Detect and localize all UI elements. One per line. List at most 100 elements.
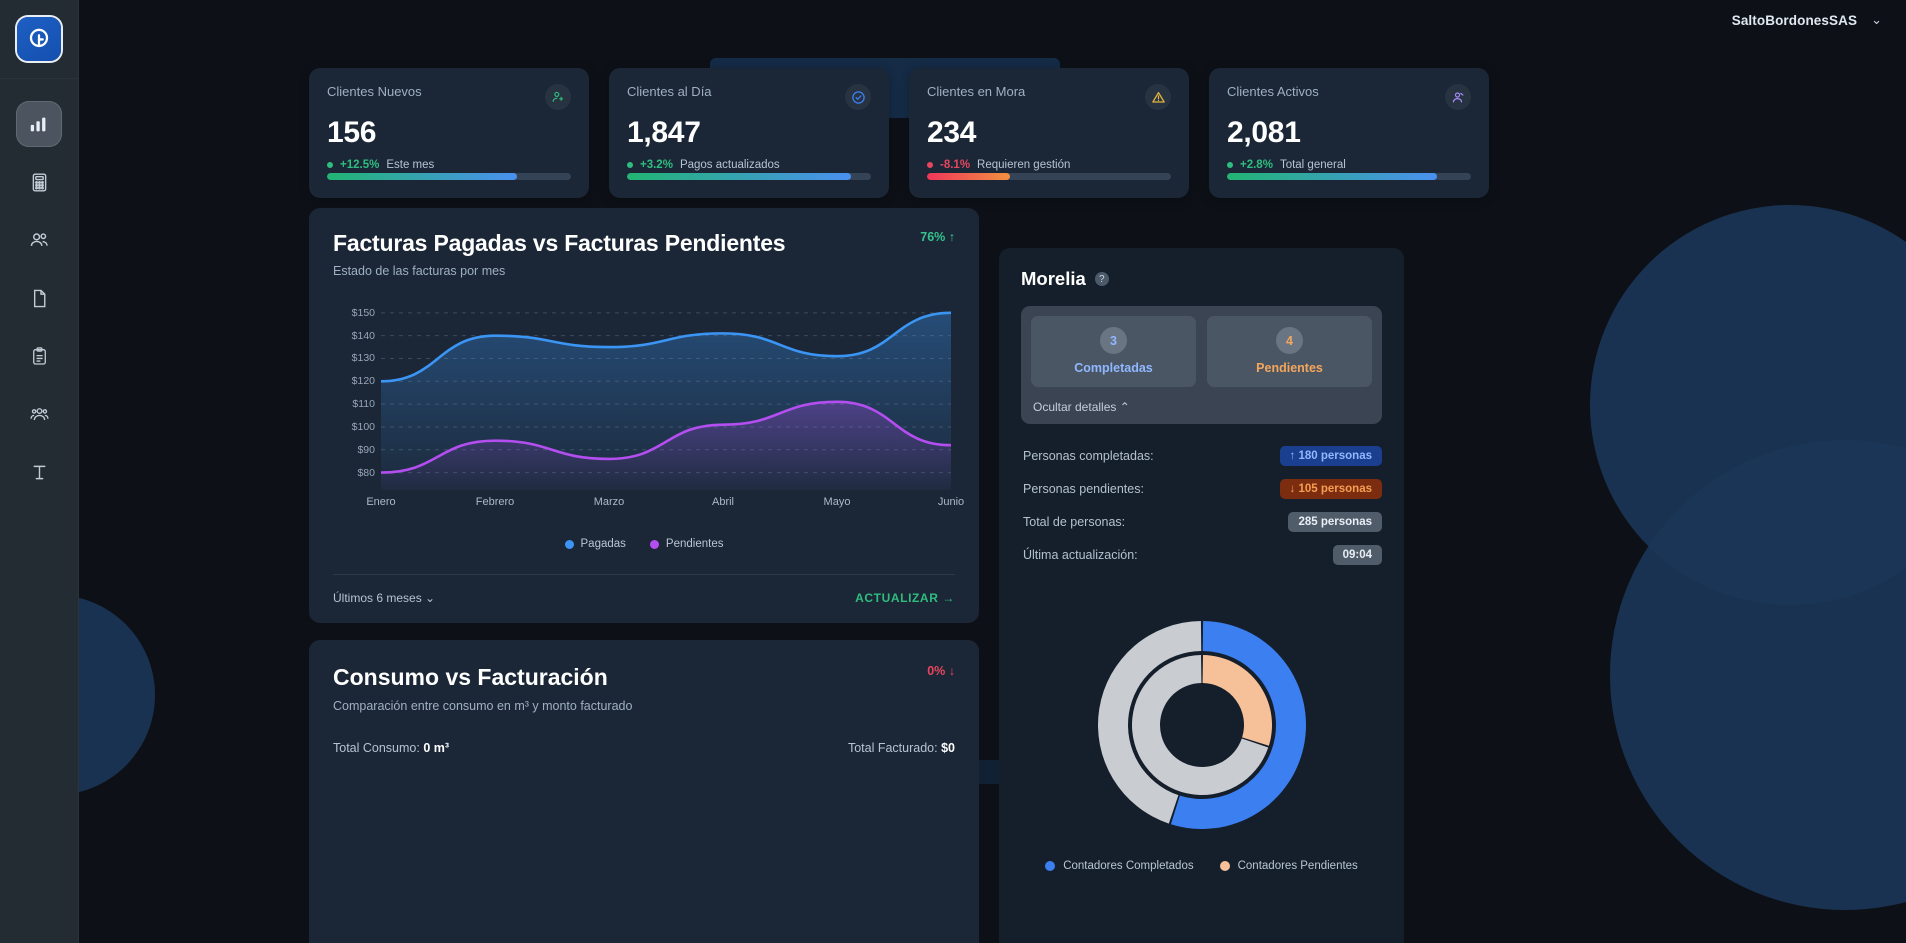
donut-outer-slice-1 <box>1097 621 1201 824</box>
y-axis-tick: $120 <box>351 375 375 388</box>
legend-item[interactable]: Pendientes <box>649 538 724 550</box>
refresh-button[interactable]: ACTUALIZAR → <box>855 591 955 605</box>
stat-value: 1,847 <box>627 116 701 149</box>
detail-row: Última actualización: 09:04 <box>1021 539 1382 572</box>
status-dot <box>927 162 933 168</box>
y-axis-tick: $90 <box>357 443 375 456</box>
chart-plot-area <box>381 311 951 490</box>
toggle-details-button[interactable]: Ocultar detalles ⌃ <box>1033 400 1130 414</box>
sidebar-item-teams[interactable] <box>16 391 62 437</box>
consumo-card: Consumo vs Facturación Comparación entre… <box>309 640 979 943</box>
stat-card-clientes-activos[interactable]: Clientes Activos 2,081 +2.8% Total gener… <box>1209 68 1489 198</box>
user-plus-icon <box>545 84 571 110</box>
invoice-area-chart: $80 $90 $100 $110 $120 $130 $140 $150 <box>333 300 965 510</box>
sidebar <box>0 0 79 943</box>
status-dot <box>627 162 633 168</box>
legend-color-dot <box>1045 861 1056 871</box>
legend-item[interactable]: Pagadas <box>564 538 626 550</box>
detail-key: Personas completadas: <box>1023 449 1154 463</box>
sidebar-item-analytics[interactable] <box>16 101 62 147</box>
y-axis-tick: $110 <box>352 398 375 411</box>
stat-card-clientes-al-dia[interactable]: Clientes al Día 1,847 +3.2% Pagos actual… <box>609 68 889 198</box>
legend-label: Contadores Pendientes <box>1237 860 1358 872</box>
y-axis-tick: $80 <box>357 466 375 479</box>
progress-fill <box>627 173 852 180</box>
tile-label: Pendientes <box>1256 361 1323 375</box>
detail-row: Total de personas: 285 personas <box>1021 506 1382 539</box>
consumo-title: Consumo vs Facturación <box>333 664 608 690</box>
donut-legend-item[interactable]: Contadores Completados <box>1045 860 1194 872</box>
app-logo[interactable] <box>17 17 61 61</box>
stat-label: Clientes al Día <box>627 84 712 99</box>
sidebar-item-reports[interactable] <box>16 333 62 379</box>
help-icon[interactable]: ? <box>1094 272 1109 286</box>
company-name: SaltoBordonesSAS <box>1731 12 1858 28</box>
x-axis-tick: Abril <box>711 496 735 508</box>
stat-subtext: Pagos actualizados <box>679 159 780 171</box>
progress-bar <box>927 173 1171 180</box>
check-circle-icon <box>845 84 871 110</box>
sidebar-item-documents[interactable] <box>16 275 62 321</box>
chart-legend: Pagadas Pendientes <box>333 538 955 550</box>
top-header: SaltoBordonesSAS ⌄ <box>79 0 1906 40</box>
sidebar-item-billing[interactable] <box>16 159 62 205</box>
donut-legend-item[interactable]: Contadores Pendientes <box>1219 860 1358 872</box>
donut-inner-slice-1 <box>1131 655 1268 795</box>
tile-pendientes[interactable]: 4 Pendientes <box>1207 316 1372 387</box>
legend-color-dot <box>1219 861 1230 871</box>
y-axis-tick: $100 <box>351 420 375 433</box>
sidebar-item-text[interactable] <box>16 449 62 495</box>
progress-bar <box>627 173 871 180</box>
text-tool-icon <box>33 465 45 479</box>
date-range-selector[interactable]: Últimos 6 meses ⌄ <box>333 591 436 605</box>
consumo-subtitle: Comparación entre consumo en m³ y monto … <box>333 699 633 713</box>
detail-row: Personas pendientes: ↓ 105 personas <box>1021 473 1382 506</box>
progress-bar <box>1227 173 1471 180</box>
bar-chart-icon <box>30 117 46 132</box>
stat-value: 156 <box>327 116 377 149</box>
consumo-trend-badge: 0% ↓ <box>927 664 955 678</box>
tile-completadas[interactable]: 3 Completadas <box>1031 316 1196 387</box>
chart-subtitle: Estado de las facturas por mes <box>333 264 506 278</box>
total-consumo: Total Consumo: 0 m³ <box>333 741 449 755</box>
legend-label: Pagadas <box>580 538 626 550</box>
total-consumo-value: 0 m³ <box>423 741 450 755</box>
stat-value: 2,081 <box>1227 116 1301 149</box>
donut-legend: Contadores Completados Contadores Pendien… <box>1021 860 1382 872</box>
sidebar-item-clients[interactable] <box>16 217 62 263</box>
y-axis-tick: $130 <box>351 352 375 365</box>
donut-svg <box>1097 621 1306 829</box>
stat-card-clientes-nuevos[interactable]: Clientes Nuevos 156 +12.5% Este mes <box>309 68 589 198</box>
donut-outer-slice-0 <box>1170 621 1306 829</box>
detail-key: Última actualización: <box>1023 548 1138 562</box>
logo-container <box>0 0 78 79</box>
legend-label: Contadores Completados <box>1063 860 1194 872</box>
stat-card-clientes-en-mora[interactable]: Clientes en Mora 234 -8.1% Requieren ges… <box>909 68 1189 198</box>
detail-value-badge: ↓ 105 personas <box>1279 479 1382 499</box>
legend-color-dot <box>649 539 659 549</box>
stat-delta: -8.1% <box>940 159 971 171</box>
morelia-detail-rows: Personas completadas: ↑ 180 personas Per… <box>1021 440 1382 572</box>
sidebar-nav <box>0 79 78 495</box>
x-axis-tick: Junio <box>937 496 965 508</box>
stat-subtext: Este mes <box>386 159 435 171</box>
chevron-down-icon[interactable]: ⌄ <box>1871 12 1882 27</box>
detail-value-badge: 285 personas <box>1288 512 1382 532</box>
tile-count: 4 <box>1276 327 1303 354</box>
total-consumo-label: Total Consumo: <box>333 741 420 755</box>
stat-label: Clientes Nuevos <box>327 84 422 99</box>
morelia-title: Morelia <box>1021 268 1086 289</box>
y-axis-tick: $150 <box>351 306 375 319</box>
contadores-donut-chart <box>1021 616 1382 834</box>
stat-subtext: Requieren gestión <box>977 159 1071 171</box>
stat-label: Clientes Activos <box>1227 84 1319 99</box>
detail-row: Personas completadas: ↑ 180 personas <box>1021 440 1382 473</box>
x-axis-tick: Mayo <box>823 496 851 508</box>
x-axis-tick: Enero <box>366 496 396 508</box>
stat-delta: +12.5% <box>340 159 380 171</box>
chart-footer: Últimos 6 meses ⌄ ACTUALIZAR → <box>333 574 955 605</box>
legend-label: Pendientes <box>665 538 724 550</box>
stat-delta: +3.2% <box>640 159 673 171</box>
total-facturado-value: $0 <box>941 741 955 755</box>
